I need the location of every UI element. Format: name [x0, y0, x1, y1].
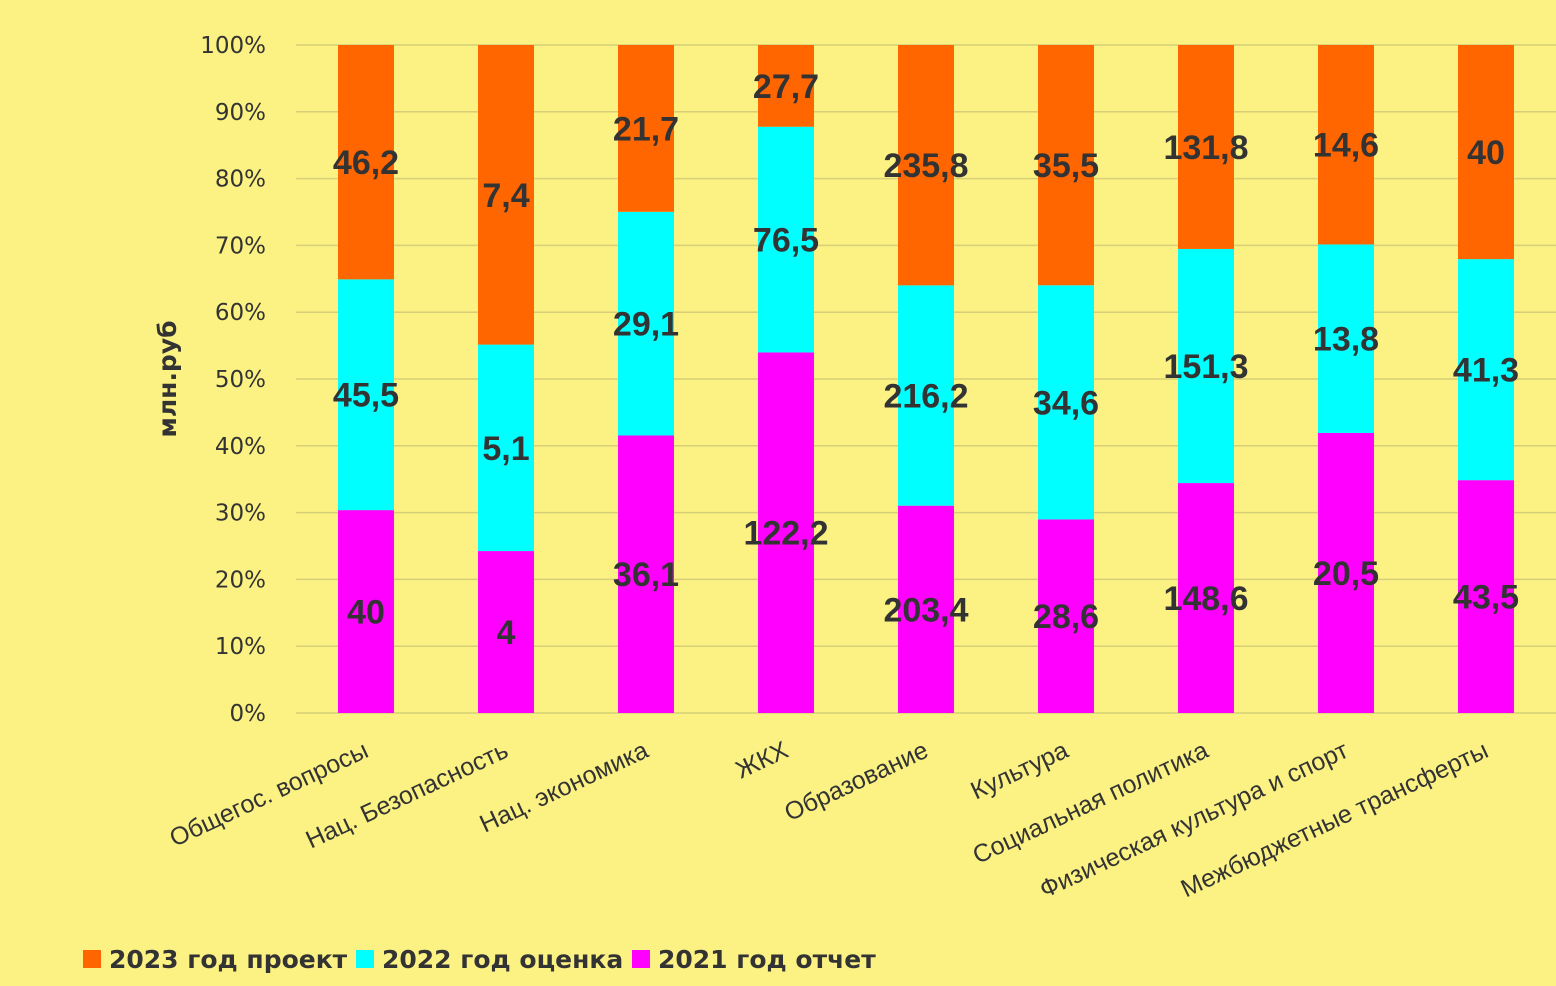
data-label: 13,8: [1313, 321, 1379, 359]
y-tick-label: 60%: [215, 300, 266, 326]
data-label: 4: [497, 614, 516, 652]
data-label: 14,6: [1313, 127, 1379, 165]
data-label: 41,3: [1453, 352, 1519, 390]
data-label: 40: [347, 594, 385, 632]
bar-segment: [1178, 45, 1234, 249]
legend: 2023 год проект 2022 год оценка 2021 год о…: [83, 945, 876, 974]
y-tick-label: 30%: [215, 501, 266, 527]
data-label: 29,1: [613, 306, 679, 344]
data-label: 36,1: [613, 556, 679, 594]
bar-segment: [898, 45, 954, 286]
data-label: 35,5: [1033, 147, 1099, 185]
bar-segment: [758, 45, 814, 127]
bar-segment: [478, 344, 534, 552]
bar-segment: [618, 211, 674, 436]
bars: [338, 45, 1514, 713]
x-category-label: Культура: [967, 736, 1073, 805]
bar-segment: [1178, 483, 1234, 713]
data-label: 148,6: [1163, 580, 1248, 618]
legend-swatch: [83, 950, 101, 968]
data-label: 40: [1467, 134, 1505, 172]
y-tick-label: 10%: [215, 634, 266, 660]
y-tick-label: 40%: [215, 434, 266, 460]
bar-segment: [1038, 285, 1094, 520]
data-label: 216,2: [883, 378, 968, 416]
y-axis-title: млн.руб: [153, 320, 182, 437]
x-category-label: Социальная политика: [969, 736, 1213, 870]
bar-segment: [1038, 45, 1094, 286]
bar-segment: [1318, 45, 1374, 245]
bar-segment: [1318, 432, 1374, 713]
bar-segment: [1318, 244, 1374, 433]
data-label: 28,6: [1033, 598, 1099, 636]
data-label: 203,4: [883, 591, 968, 629]
bar-segment: [758, 126, 814, 353]
bar-segment: [478, 45, 534, 345]
x-category-label: Образование: [780, 736, 932, 827]
legend-label: 2023 год проект: [109, 945, 348, 974]
data-labels: 40 45,5 46,2 4 5,1 7,4 36,1 29,1 21,7 122,2 76,5 27…: [333, 68, 1519, 652]
y-tick-label: 90%: [215, 100, 266, 126]
bar-segment: [618, 435, 674, 713]
legend-label: 2021 год отчет: [658, 945, 876, 974]
bar-segment: [338, 279, 394, 511]
data-label: 131,8: [1163, 129, 1248, 167]
data-label: 122,2: [743, 515, 828, 553]
bar-segment: [1038, 519, 1094, 713]
data-label: 45,5: [333, 377, 399, 415]
bar-segment: [618, 45, 674, 212]
bar-segment: [898, 285, 954, 506]
bar-segment: [478, 551, 534, 713]
data-label: 76,5: [753, 222, 819, 260]
data-label: 21,7: [613, 110, 679, 148]
bar-segment: [1178, 248, 1234, 484]
y-tick-label: 100%: [200, 33, 266, 59]
data-label: 43,5: [1453, 579, 1519, 617]
data-label: 46,2: [333, 144, 399, 182]
data-label: 34,6: [1033, 384, 1099, 422]
legend-swatch: [356, 950, 374, 968]
bar-segment: [1458, 259, 1514, 481]
x-category-label: ЖКХ: [731, 736, 792, 784]
data-label: 27,7: [753, 68, 819, 106]
y-axis-ticks: 0% 10% 20% 30% 40% 50% 60% 70% 80% 90% 100%: [200, 33, 266, 727]
legend-swatch: [632, 950, 650, 968]
data-label: 151,3: [1163, 348, 1248, 386]
data-label: 5,1: [482, 430, 529, 468]
data-label: 7,4: [482, 177, 529, 215]
data-label: 235,8: [883, 147, 968, 185]
y-tick-label: 20%: [215, 567, 266, 593]
y-tick-label: 50%: [215, 367, 266, 393]
bar-segment: [898, 505, 954, 713]
y-tick-label: 80%: [215, 167, 266, 193]
bar-segment: [338, 510, 394, 713]
bar-segment: [758, 352, 814, 713]
y-tick-label: 0%: [230, 701, 267, 727]
bar-segment: [338, 45, 394, 280]
y-tick-label: 70%: [215, 233, 266, 259]
legend-label: 2022 год оценка: [382, 945, 623, 974]
bar-segment: [1458, 480, 1514, 713]
data-label: 20,5: [1313, 555, 1379, 593]
bar-segment: [1458, 45, 1514, 260]
